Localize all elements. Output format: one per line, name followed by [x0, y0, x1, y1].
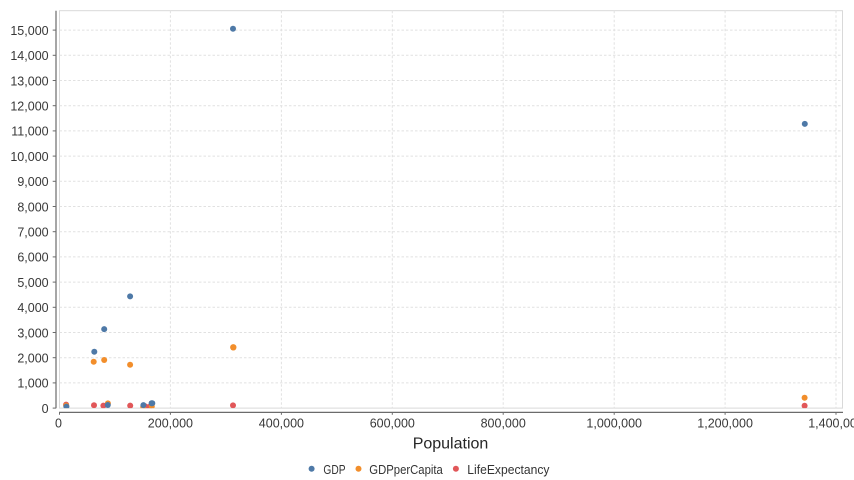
svg-text:13,000: 13,000 — [10, 74, 48, 88]
svg-text:15,000: 15,000 — [10, 24, 48, 38]
svg-text:12,000: 12,000 — [10, 100, 48, 114]
svg-text:GDPperCapita: GDPperCapita — [369, 462, 443, 477]
svg-text:400,000: 400,000 — [259, 417, 304, 431]
svg-text:GDP: GDP — [323, 462, 345, 477]
svg-text:11,000: 11,000 — [11, 125, 48, 139]
svg-text:600,000: 600,000 — [370, 417, 415, 431]
svg-text:200,000: 200,000 — [148, 417, 193, 431]
svg-text:4,000: 4,000 — [17, 301, 48, 315]
svg-text:1,200,000: 1,200,000 — [697, 417, 753, 431]
svg-text:1,000,000: 1,000,000 — [586, 417, 642, 431]
svg-text:1,400,000: 1,400,000 — [808, 417, 854, 431]
svg-text:14,000: 14,000 — [10, 49, 48, 63]
svg-text:LifeExpectancy: LifeExpectancy — [467, 462, 550, 477]
svg-text:0: 0 — [55, 417, 62, 431]
svg-text:Population: Population — [413, 435, 489, 452]
svg-text:7,000: 7,000 — [17, 226, 48, 240]
svg-text:10,000: 10,000 — [10, 150, 48, 164]
svg-text:8,000: 8,000 — [17, 200, 48, 214]
svg-text:6,000: 6,000 — [17, 251, 48, 265]
svg-text:9,000: 9,000 — [17, 175, 48, 189]
svg-text:0: 0 — [42, 402, 49, 416]
svg-text:1,000: 1,000 — [17, 377, 48, 391]
svg-text:5,000: 5,000 — [17, 276, 48, 290]
svg-text:2,000: 2,000 — [17, 352, 48, 366]
svg-text:800,000: 800,000 — [481, 417, 526, 431]
svg-text:3,000: 3,000 — [17, 326, 48, 340]
